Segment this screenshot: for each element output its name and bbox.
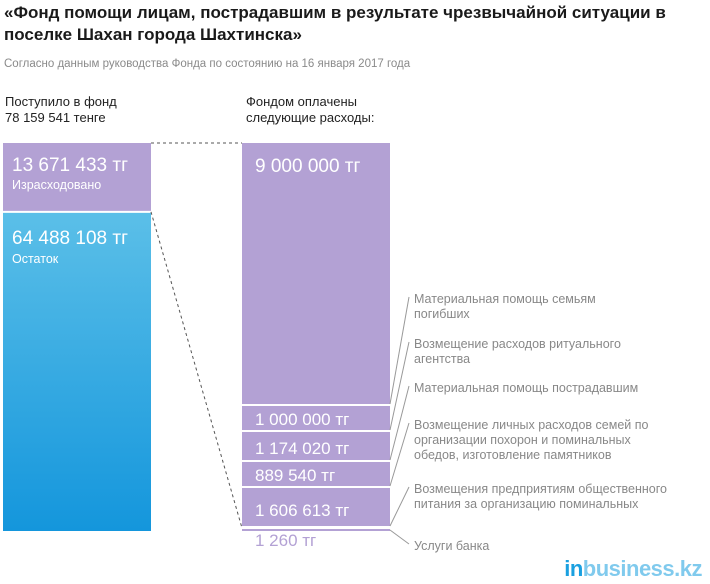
chart-subtitle: Согласно данным руководства Фонда по сос…	[4, 58, 411, 70]
annotation-text: агентства	[414, 352, 470, 366]
annotation-leader	[389, 341, 410, 431]
bar-left-remaining	[3, 212, 151, 531]
annotation-text: Услуги банка	[414, 539, 489, 553]
bar-right-segment	[242, 488, 390, 526]
annotation-text: Материальная помощь пострадавшим	[414, 381, 638, 395]
bar-left-spent-label: Израсходовано	[12, 178, 101, 192]
bar-right-value-label: 1 174 020 тг	[255, 439, 349, 458]
bar-right-value-label: 889 540 тг	[255, 466, 335, 485]
annotation-text: обедов, изготовление памятников	[414, 448, 612, 462]
bar-right-value-label: 1 606 613 тг	[255, 501, 349, 520]
bar-right-segment	[242, 462, 390, 486]
annotation-text: Материальная помощь семьям	[414, 292, 596, 306]
annotation-leader	[389, 422, 410, 487]
annotation-text: Возмещение личных расходов семей по	[414, 418, 649, 432]
right-heading-line-2: следующие расходы:	[246, 110, 375, 125]
right-heading-line-1: Фондом оплачены	[246, 94, 357, 109]
brand-logo: inbusiness.kz	[564, 556, 702, 581]
left-heading-line-2: 78 159 541 тенге	[5, 110, 106, 125]
left-heading-line-1: Поступило в фонд	[5, 94, 117, 109]
annotation-text: питания за организацию поминальных	[414, 497, 639, 511]
bar-right-value-label: 1 260 тг	[255, 531, 316, 550]
annotation-leader	[389, 385, 410, 461]
bar-left-spent	[3, 143, 151, 211]
annotation-text: погибших	[414, 307, 470, 321]
connector-bottom	[150, 211, 243, 529]
bar-right-segment	[242, 406, 390, 430]
annotation-text: Возмещения предприятиям общественного	[414, 482, 667, 496]
left-column-heading: Поступило в фонд 78 159 541 тенге	[5, 94, 117, 126]
bar-right-segment	[242, 432, 390, 460]
annotation-leader	[389, 529, 410, 545]
annotation-leader	[389, 296, 410, 405]
annotation-leader	[389, 486, 410, 527]
annotation-text: Возмещение расходов ритуального	[414, 337, 621, 351]
chart-title: «Фонд помощи лицам, пострадавшим в резул…	[4, 3, 666, 44]
bar-right-value-label: 9 000 000 тг	[255, 156, 361, 177]
bar-right-value-label: 1 000 000 тг	[255, 410, 349, 429]
bar-left-spent-value: 13 671 433 тг	[12, 155, 128, 176]
bar-left-remaining-label: Остаток	[12, 252, 59, 266]
annotation-text: организации похорон и поминальных	[414, 433, 632, 447]
bar-left-remaining-value: 64 488 108 тг	[12, 228, 128, 249]
right-column-heading: Фондом оплачены следующие расходы:	[246, 94, 374, 126]
bar-right-segment	[242, 143, 390, 404]
